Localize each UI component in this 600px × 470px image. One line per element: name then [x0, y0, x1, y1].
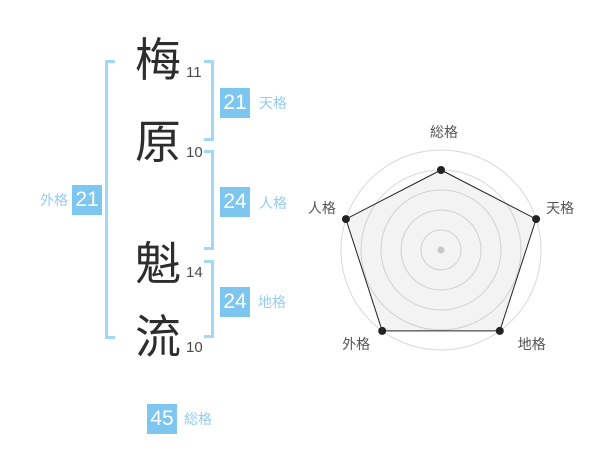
- radar-data-point: [341, 215, 350, 224]
- radar-grid-ring: [380, 189, 502, 311]
- tenkaku-bracket: [204, 60, 214, 141]
- name-character: 流: [135, 311, 181, 363]
- radar-axis-label: 総格: [430, 124, 458, 140]
- radar-data-point: [437, 166, 445, 174]
- stroke-count: 11: [186, 64, 202, 81]
- radar-center-dot: [437, 246, 445, 254]
- soukaku-label: 総格: [184, 411, 212, 427]
- jinkaku-value-badge: 24: [220, 187, 250, 217]
- name-character: 梅: [135, 34, 181, 86]
- name-character: 魁: [135, 238, 181, 290]
- radar-axis-label: 地格: [518, 336, 546, 352]
- chikaku-bracket: [204, 260, 214, 338]
- jinkaku-label: 人格: [259, 195, 287, 211]
- tenkaku-label: 天格: [259, 95, 287, 111]
- radar-axis-label: 人格: [308, 200, 336, 216]
- radar-data-point: [495, 326, 504, 335]
- radar-grid-ring: [420, 229, 462, 271]
- chikaku-label: 地格: [258, 294, 286, 310]
- gaikaku-bracket: [105, 60, 115, 339]
- radar-data-point: [532, 215, 541, 224]
- tenkaku-value-badge: 21: [220, 88, 250, 118]
- gaikaku-label: 外格: [40, 192, 68, 208]
- soukaku-value-badge: 45: [147, 404, 177, 434]
- radar-grid-ring: [340, 149, 542, 351]
- gaikaku-value-badge: 21: [72, 185, 102, 215]
- stroke-count: 14: [186, 264, 203, 281]
- radar-axis-label: 天格: [546, 200, 574, 216]
- chikaku-value-badge: 24: [220, 287, 250, 317]
- jinkaku-bracket: [204, 150, 214, 250]
- radar-data-point: [378, 326, 387, 335]
- name-character: 原: [135, 116, 181, 168]
- stroke-count: 10: [186, 144, 203, 161]
- radar-axis-label: 外格: [342, 336, 370, 352]
- stroke-count: 10: [186, 339, 203, 356]
- radar-grid-ring: [400, 209, 482, 291]
